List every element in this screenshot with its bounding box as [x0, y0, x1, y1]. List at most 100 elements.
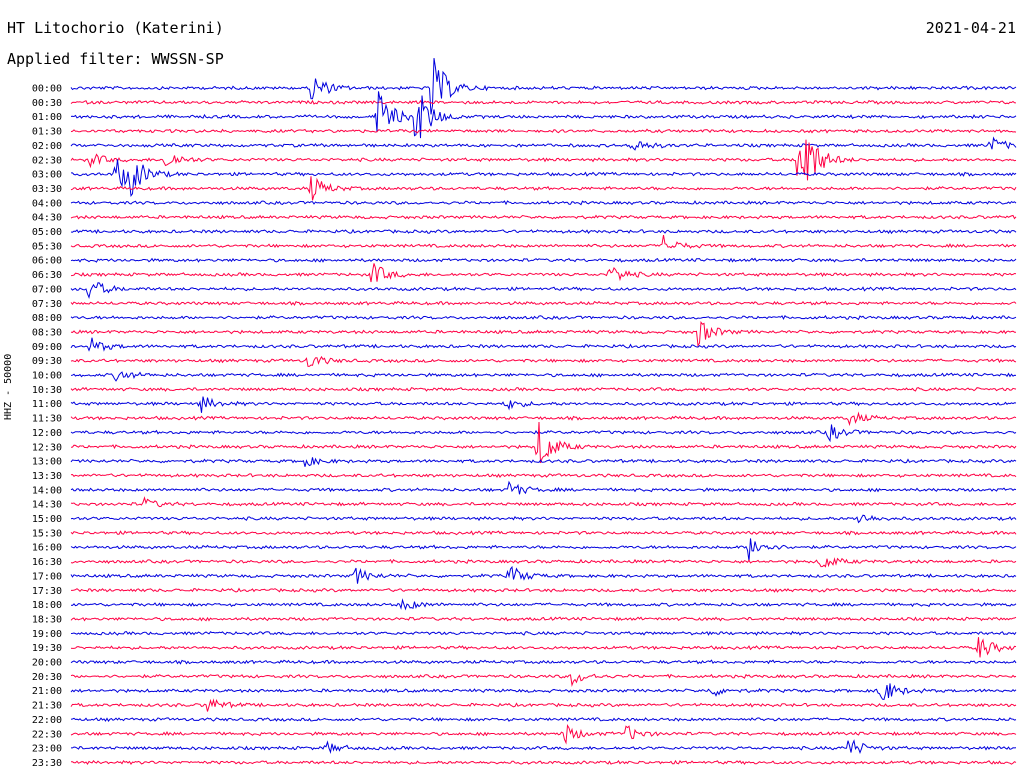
row-time-label: 02:00	[32, 141, 62, 152]
row-time-label: 01:30	[32, 127, 62, 138]
seismic-trace-row	[70, 514, 1017, 524]
row-time-label: 14:00	[32, 485, 62, 496]
row-time-label: 02:30	[32, 155, 62, 166]
row-time-label: 22:00	[32, 715, 62, 726]
seismic-trace-row	[70, 99, 1017, 105]
seismic-trace-row	[71, 739, 1017, 755]
row-time-label: 08:30	[32, 327, 62, 338]
seismic-trace-row	[70, 565, 1017, 584]
seismic-trace-row	[70, 457, 1017, 467]
seismic-trace-row	[70, 421, 1017, 464]
date-label: 2021-04-21	[925, 19, 1016, 37]
row-time-label: 23:30	[32, 758, 62, 769]
row-time-label: 21:00	[32, 686, 62, 697]
row-time-label: 18:30	[32, 614, 62, 625]
row-time-label: 20:00	[32, 658, 62, 669]
row-time-label: 12:30	[32, 442, 62, 453]
seismic-trace-row	[70, 598, 1017, 611]
seismic-trace-row	[70, 396, 1017, 413]
seismic-trace-row	[70, 91, 1017, 139]
row-time-label: 09:30	[32, 356, 62, 367]
row-time-label: 14:30	[32, 500, 62, 511]
seismic-trace-row	[70, 139, 1017, 181]
row-time-label: 09:00	[32, 342, 62, 353]
seismic-trace-row	[70, 300, 1017, 307]
row-time-label: 16:30	[32, 557, 62, 568]
seismic-trace-row	[70, 235, 1017, 249]
seismic-trace-row	[71, 587, 1017, 593]
row-time-label: 07:30	[32, 299, 62, 310]
row-time-label: 07:00	[32, 284, 62, 295]
seismic-trace-row	[70, 282, 1017, 300]
seismic-trace-row	[70, 637, 1017, 658]
seismic-trace-row	[70, 557, 1017, 568]
row-time-label: 22:30	[32, 729, 62, 740]
row-time-label: 08:00	[32, 313, 62, 324]
seismic-trace-row	[70, 616, 1017, 622]
row-time-label: 12:00	[32, 428, 62, 439]
row-time-label: 13:00	[32, 457, 62, 468]
seismic-trace-row	[70, 314, 1017, 321]
seismic-trace-row	[70, 480, 1017, 495]
row-time-label: 10:30	[32, 385, 62, 396]
seismic-trace-row	[70, 683, 1017, 700]
seismic-trace-row	[70, 200, 1017, 206]
row-time-label: 11:30	[32, 414, 62, 425]
seismic-trace-row	[70, 673, 1017, 688]
row-time-label: 17:00	[32, 571, 62, 582]
row-time-label: 05:00	[32, 227, 62, 238]
row-time-label: 15:30	[32, 528, 62, 539]
seismic-trace-row	[70, 176, 1017, 201]
row-time-label: 16:00	[32, 543, 62, 554]
seismic-trace-row	[70, 386, 1017, 392]
seismic-trace-row	[70, 716, 1017, 722]
seismic-trace-row	[70, 58, 1017, 115]
seismic-trace-row	[70, 355, 1017, 367]
row-time-label: 10:00	[32, 371, 62, 382]
row-time-label: 06:00	[32, 256, 62, 267]
row-time-label: 04:30	[32, 213, 62, 224]
row-time-label: 06:30	[32, 270, 62, 281]
seismic-trace-row	[70, 424, 1017, 443]
seismic-trace-row	[70, 530, 1017, 536]
row-time-label: 21:30	[32, 701, 62, 712]
seismic-trace-row	[70, 538, 1017, 562]
seismic-trace-row	[70, 257, 1017, 263]
seismic-trace-row	[70, 263, 1017, 283]
seismic-trace-row	[70, 473, 1017, 478]
seismic-trace-row	[70, 698, 1017, 712]
row-time-label: 15:00	[32, 514, 62, 525]
seismic-trace-row	[70, 630, 1017, 636]
row-time-label: 13:30	[32, 471, 62, 482]
seismic-trace-row	[70, 136, 1017, 151]
row-time-label: 20:30	[32, 672, 62, 683]
seismic-trace-row	[70, 320, 1016, 347]
row-time-label: 17:30	[32, 586, 62, 597]
row-time-label: 19:30	[32, 643, 62, 654]
seismic-trace-row	[70, 128, 1017, 134]
row-time-label: 18:00	[32, 600, 62, 611]
seismic-trace-row	[70, 496, 1017, 508]
seismic-trace-row	[70, 228, 1017, 235]
row-time-label: 11:00	[32, 399, 62, 410]
row-time-label: 03:30	[32, 184, 62, 195]
row-time-label: 04:00	[32, 198, 62, 209]
seismic-trace-row	[70, 371, 1017, 382]
row-time-label: 23:00	[32, 744, 62, 755]
seismic-trace-row	[70, 723, 1017, 745]
seismic-trace-row	[71, 759, 1017, 766]
station-title: HT Litochorio (Katerini)	[7, 19, 224, 37]
seismic-trace-row	[70, 659, 1017, 665]
row-time-label: 00:30	[32, 98, 62, 109]
seismic-trace-row	[71, 159, 1017, 197]
row-time-label: 00:00	[32, 84, 62, 95]
filter-label: Applied filter: WWSSN-SP	[7, 50, 224, 68]
seismic-trace-row	[70, 411, 1017, 427]
seismic-trace-row	[70, 214, 1017, 220]
row-time-label: 19:00	[32, 629, 62, 640]
row-time-label: 01:00	[32, 112, 62, 123]
row-time-label: 05:30	[32, 241, 62, 252]
seismic-trace-row	[70, 337, 1017, 352]
row-time-label: 03:00	[32, 170, 62, 181]
